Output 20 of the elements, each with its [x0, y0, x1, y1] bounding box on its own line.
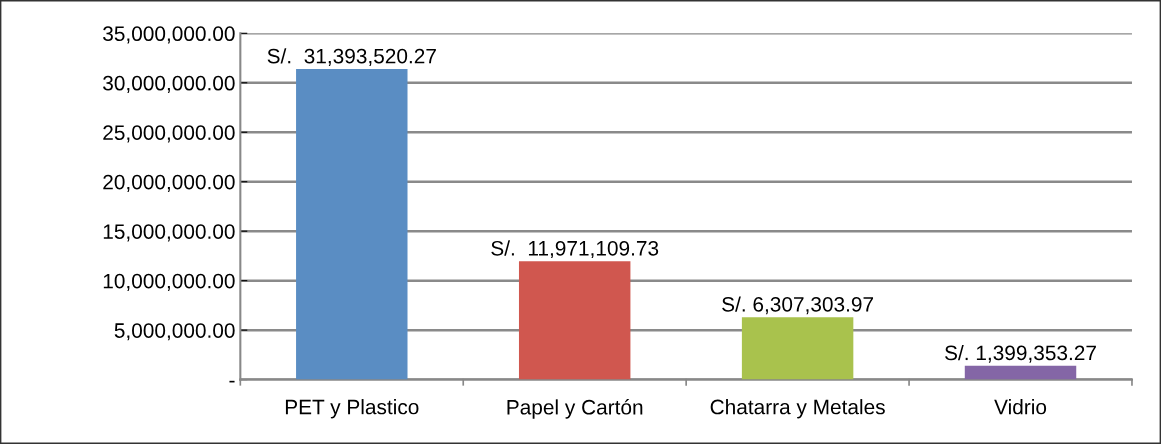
y-tick-label: 25,000,000.00	[103, 125, 235, 143]
y-tick-label: 30,000,000.00	[103, 75, 235, 93]
data-label: S/. 6,307,303.97	[722, 296, 874, 315]
data-label: S/. 1,399,353.27	[945, 344, 1096, 363]
y-tick-label: 10,000,000.00	[103, 273, 235, 291]
x-tick-label: Chatarra y Metales	[710, 399, 885, 419]
data-label: S/. 11,971,109.73	[491, 240, 659, 259]
bar	[296, 68, 408, 380]
y-tick-label: 15,000,000.00	[103, 224, 235, 242]
y-tick-label: -	[229, 380, 235, 383]
bar	[518, 261, 631, 380]
x-tick-label: PET y Plastico	[285, 399, 419, 419]
data-label: S/. 31,393,520.27	[267, 48, 436, 66]
bar	[741, 317, 854, 380]
x-tick-label: Vidrio	[994, 399, 1047, 415]
y-tick-label: 5,000,000.00	[114, 323, 235, 341]
x-tick-label: Papel y Cartón	[507, 399, 643, 419]
y-tick-label: 35,000,000.00	[103, 26, 235, 44]
y-tick-label: 20,000,000.00	[103, 174, 235, 192]
bar	[964, 365, 1077, 380]
